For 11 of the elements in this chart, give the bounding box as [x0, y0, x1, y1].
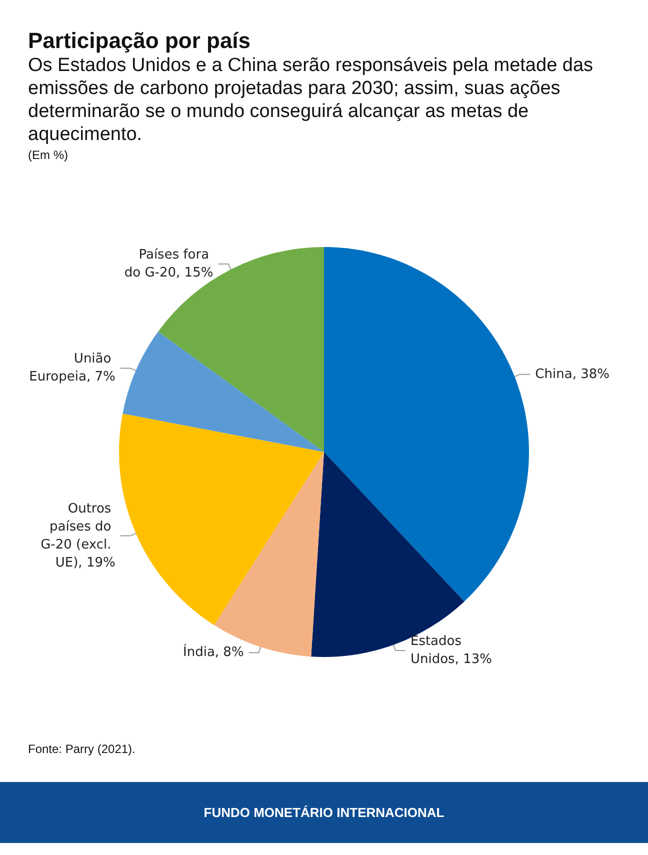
source-note: Fonte: Parry (2021).	[27, 742, 136, 758]
slice-label: Estados Unidos, 13%	[410, 634, 492, 668]
text: FUNDO MONETÁRIO INTERNACIONAL	[0, 782, 648, 843]
text: (Em %)	[28, 148, 69, 162]
chart-title: Participação por país	[28, 28, 252, 54]
chart-subtitle: Os Estados Unidos e a China serão responsáveis pela metade das emissões de carbono projetadas para 2030; assim, suas ações determinarão se o mundo conseguirá alcançar as metas de aquecimento.	[28, 54, 594, 146]
slice-label: União Europeia, 7%	[29, 352, 116, 385]
slice-label: Países fora do G-20, 15%	[124, 248, 214, 280]
slice-label: Índia, 8%	[183, 643, 244, 660]
slice-label: China, 38%	[535, 366, 610, 382]
slice-label: Outros países do G-20 (excl. UE), 19%	[40, 501, 116, 570]
